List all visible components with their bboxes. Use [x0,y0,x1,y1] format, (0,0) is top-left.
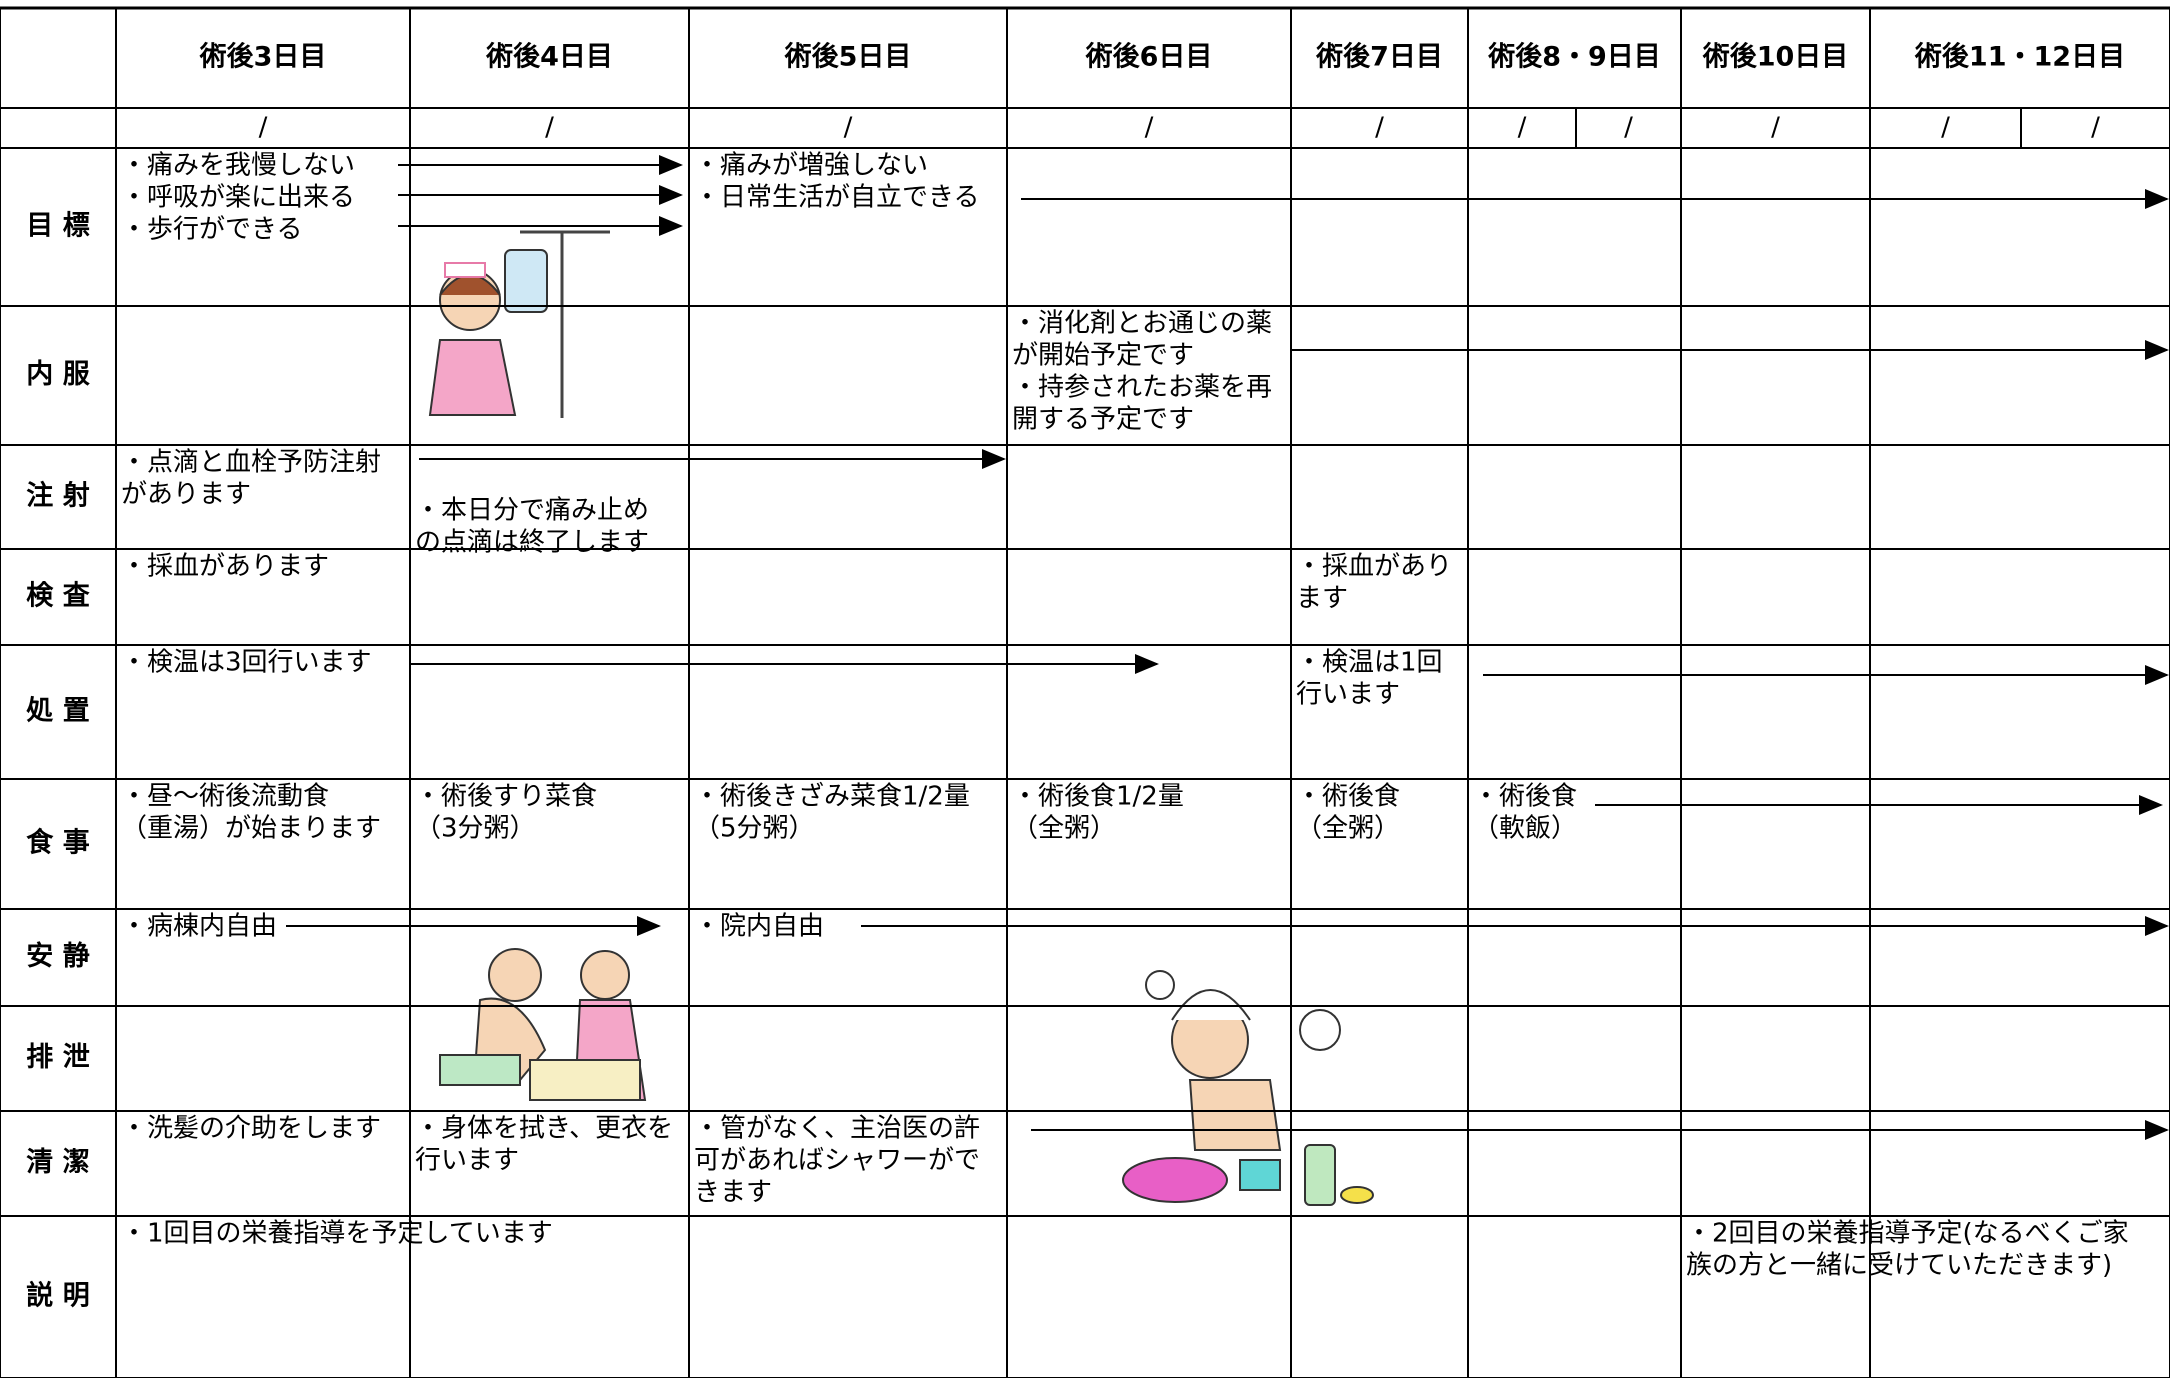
row-label: 食 事 [26,827,89,859]
cell-text: ・術後きざみ菜食1/2量 [694,782,970,812]
cell-text: が開始予定です [1012,341,1194,371]
row-label: 排 泄 [26,1042,89,1073]
cell-text: ・術後食 [1296,782,1400,812]
cell-text: ます [1296,584,1348,614]
cell-text: ・歩行ができる [121,215,302,245]
cell-text: ・持参されたお薬を再 [1012,373,1272,403]
row-label: 処 置 [26,695,89,727]
illustration-wiping [439,948,647,1101]
row-label: 目 標 [26,211,89,242]
cell-text: ・術後食1/2量 [1012,782,1184,812]
cell-text: ・点滴と血栓予防注射 [121,448,381,478]
day-header: 術後10日目 [1702,42,1849,73]
cell-text: ・昼～術後流動食 [121,782,329,812]
cell-text: 開する予定です [1012,405,1194,435]
date-slot: / [259,113,268,143]
cell-text: ・術後すり菜食 [415,782,597,812]
cell-text: ・採血があります [121,552,329,582]
cell-text: ・検温は1回 [1296,648,1443,678]
day-header: 術後8・9日目 [1487,42,1661,73]
cell-text: ・身体を拭き、更衣を [415,1114,673,1144]
date-slot: / [844,113,853,143]
cell-text: ・管がなく、主治医の許 [694,1114,980,1144]
date-slot: / [1518,113,1527,143]
cell-text: ・痛みが増強しない [694,151,928,181]
date-slot: / [1624,113,1633,143]
cell-text: ・本日分で痛み止め [415,496,649,526]
cell-text: があります [121,480,251,510]
date-slot: / [1375,113,1384,143]
day-header: 術後6日目 [1085,42,1213,73]
cell-text: 行います [415,1146,519,1176]
cell-text: 行います [1296,680,1400,710]
cell-text: （軟飯） [1473,814,1577,844]
illustration-shower [1122,970,1374,1206]
date-slot: / [1941,113,1950,143]
cell-text: の点滴は終了します [415,528,649,558]
date-slot: / [545,113,554,143]
cell-text: ・病棟内自由 [121,912,277,942]
row-label: 内 服 [26,359,90,390]
cell-text: （全粥） [1012,814,1116,844]
row-label: 安 静 [26,941,89,972]
row-label: 注 射 [26,480,89,512]
day-header: 術後5日目 [784,42,912,73]
cell-text: ・呼吸が楽に出来る [121,183,355,213]
date-slot: / [2091,113,2100,143]
date-slot: / [1145,113,1154,143]
cell-text: （全粥） [1296,814,1400,844]
illustration-nurse [428,230,610,418]
cell-text: ・採血があり [1296,552,1452,582]
row-label: 清 潔 [26,1147,89,1178]
cell-text: （重湯）が始まります [121,814,381,844]
row-label: 説 明 [26,1280,89,1312]
day-header: 術後4日目 [485,42,613,73]
cell-text: ・洗髪の介助をします [121,1114,381,1144]
cell-text: きます [694,1178,772,1208]
cell-text: ・2回目の栄養指導予定(なるべくご家 [1686,1219,2129,1249]
row-label: 検 査 [26,581,89,612]
day-header: 術後3日目 [199,42,327,73]
cell-text: 可があればシャワーがで [694,1146,980,1176]
day-header: 術後7日目 [1315,42,1443,73]
day-header: 術後11・12日目 [1914,42,2125,73]
cell-text: （3分粥） [415,814,536,844]
cell-text: （5分粥） [694,814,815,844]
date-slot: / [1771,113,1780,143]
cell-text: ・消化剤とお通じの薬 [1012,309,1272,339]
cell-text: ・日常生活が自立できる [694,183,979,213]
cell-text: ・痛みを我慢しない [121,151,355,181]
cell-text: ・1回目の栄養指導を予定しています [121,1219,553,1249]
cell-text: ・検温は3回行います [121,648,372,678]
cell-text: ・院内自由 [694,912,824,942]
cell-text: 族の方と一緒に受けていただきます) [1686,1251,2112,1281]
cell-text: ・術後食 [1473,782,1577,812]
